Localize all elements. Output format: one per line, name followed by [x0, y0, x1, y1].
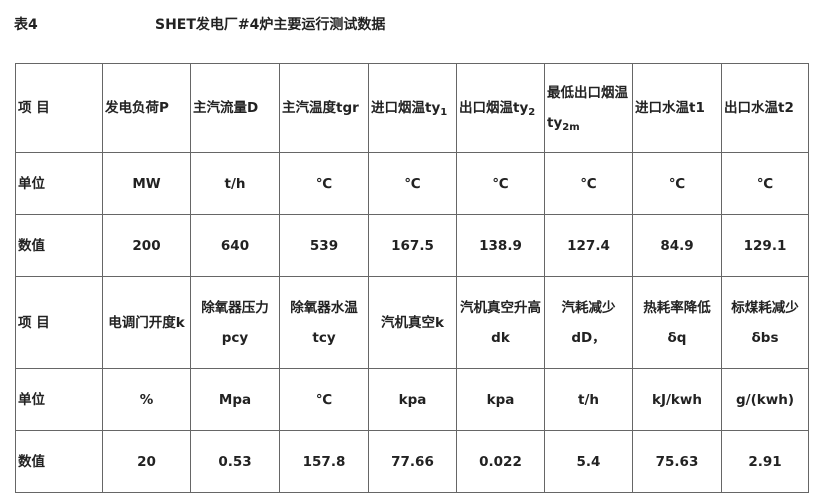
row-label: 项 目 — [15, 276, 103, 369]
table-cell: 出口水温t2 — [721, 63, 809, 153]
table-cell: 主汽温度tgr — [279, 63, 369, 153]
table-cell: MW — [102, 152, 191, 215]
table-cell: 进口水温t1 — [632, 63, 722, 153]
table-cell: 84.9 — [632, 214, 722, 277]
subscript: 2 — [528, 107, 536, 118]
header-text: 进口水温t1 — [635, 100, 705, 116]
table-cell: t/h — [544, 368, 633, 431]
table-cell: ℃ — [632, 152, 722, 215]
table-cell: 200 — [102, 214, 191, 277]
row-label: 单位 — [15, 152, 103, 215]
table-cell: 0.53 — [190, 430, 280, 493]
table-cell: t/h — [190, 152, 280, 215]
table-cell: 除氧器水温tcy — [279, 276, 369, 369]
table-cell: 539 — [279, 214, 369, 277]
subscript: 1 — [440, 107, 448, 118]
unit-row: 单位 MW t/h ℃ ℃ ℃ ℃ ℃ ℃ — [15, 152, 809, 215]
table-cell: ℃ — [544, 152, 633, 215]
table-cell: 汽机真空k — [368, 276, 457, 369]
table-cell: 标煤耗减少δbs — [721, 276, 809, 369]
header-text: 发电负荷P — [105, 100, 169, 116]
value-row: 数值 200 640 539 167.5 138.9 127.4 84.9 129.1 — [15, 214, 809, 277]
table-cell: 127.4 — [544, 214, 633, 277]
table-cell: 138.9 — [456, 214, 545, 277]
table-cell: 2.91 — [721, 430, 809, 493]
header-row: 项 目发电负荷P 主汽流量D 主汽温度tgr 进口烟温ty1 出口烟温ty2 最低出口烟温… — [15, 63, 809, 153]
table-cell: 129.1 — [721, 214, 809, 277]
table-cell: 5.4 — [544, 430, 633, 493]
table-cell: 157.8 — [279, 430, 369, 493]
header-row: 项 目电调门开度k 除氧器压力pcy 除氧器水温tcy 汽机真空k 汽机真空升高dk 汽耗… — [15, 276, 809, 369]
table-cell: 电调门开度k — [102, 276, 191, 369]
unit-row: 单位% Mpa ℃ kpa kpa t/h kJ/kwh g/(kwh) — [15, 368, 809, 431]
table-cell: 进口烟温ty1 — [368, 63, 457, 153]
value-row: 数值 20 0.53 157.8 77.66 0.022 5.4 75.63 2.91 — [15, 430, 809, 493]
table-cell: 最低出口烟温ty2m — [544, 63, 633, 153]
table-cell: % — [102, 368, 191, 431]
table-cell: g/(kwh) — [721, 368, 809, 431]
table-cell: ℃ — [456, 152, 545, 215]
table-cell: 汽耗减少dD， — [544, 276, 633, 369]
table-cell: 75.63 — [632, 430, 722, 493]
table-label: 表4 — [14, 17, 38, 33]
table-cell: kpa — [456, 368, 545, 431]
table-cell: Mpa — [190, 368, 280, 431]
header-text: 出口烟温ty — [459, 100, 529, 116]
table-cell: 汽机真空升高dk — [456, 276, 545, 369]
header-text: 项 目 — [18, 100, 50, 116]
table-cell: ℃ — [721, 152, 809, 215]
table-cell: 主汽流量D — [190, 63, 280, 153]
header-text: 进口烟温ty — [371, 100, 441, 116]
table-cell: 0.022 — [456, 430, 545, 493]
table-cell: kpa — [368, 368, 457, 431]
table-cell: ℃ — [279, 368, 369, 431]
row-label: 数值 — [15, 430, 103, 493]
row-label: 项 目 — [15, 63, 103, 153]
table-cell: 20 — [102, 430, 191, 493]
table-cell: ℃ — [279, 152, 369, 215]
table-cell: 167.5 — [368, 214, 457, 277]
table-cell: ℃ — [368, 152, 457, 215]
table-cell: 640 — [190, 214, 280, 277]
data-table: 项 目发电负荷P 主汽流量D 主汽温度tgr 进口烟温ty1 出口烟温ty2 最低出口烟温… — [15, 63, 809, 493]
header-text: 最低出口烟温ty — [547, 85, 628, 131]
table-cell: 除氧器压力pcy — [190, 276, 280, 369]
subscript: 2m — [562, 122, 580, 133]
row-label: 单位 — [15, 368, 103, 431]
table-cell: 发电负荷P — [102, 63, 191, 153]
table-cell: 热耗率降低δq — [632, 276, 722, 369]
header-text: 出口水温t2 — [724, 100, 794, 116]
table-cell: kJ/kwh — [632, 368, 722, 431]
row-label: 数值 — [15, 214, 103, 277]
table-cell: 77.66 — [368, 430, 457, 493]
header-text: 主汽温度tgr — [282, 100, 359, 116]
header-text: 主汽流量D — [193, 100, 259, 116]
table-title: SHET发电厂#4炉主要运行测试数据 — [155, 17, 386, 33]
table-cell: 出口烟温ty2 — [456, 63, 545, 153]
